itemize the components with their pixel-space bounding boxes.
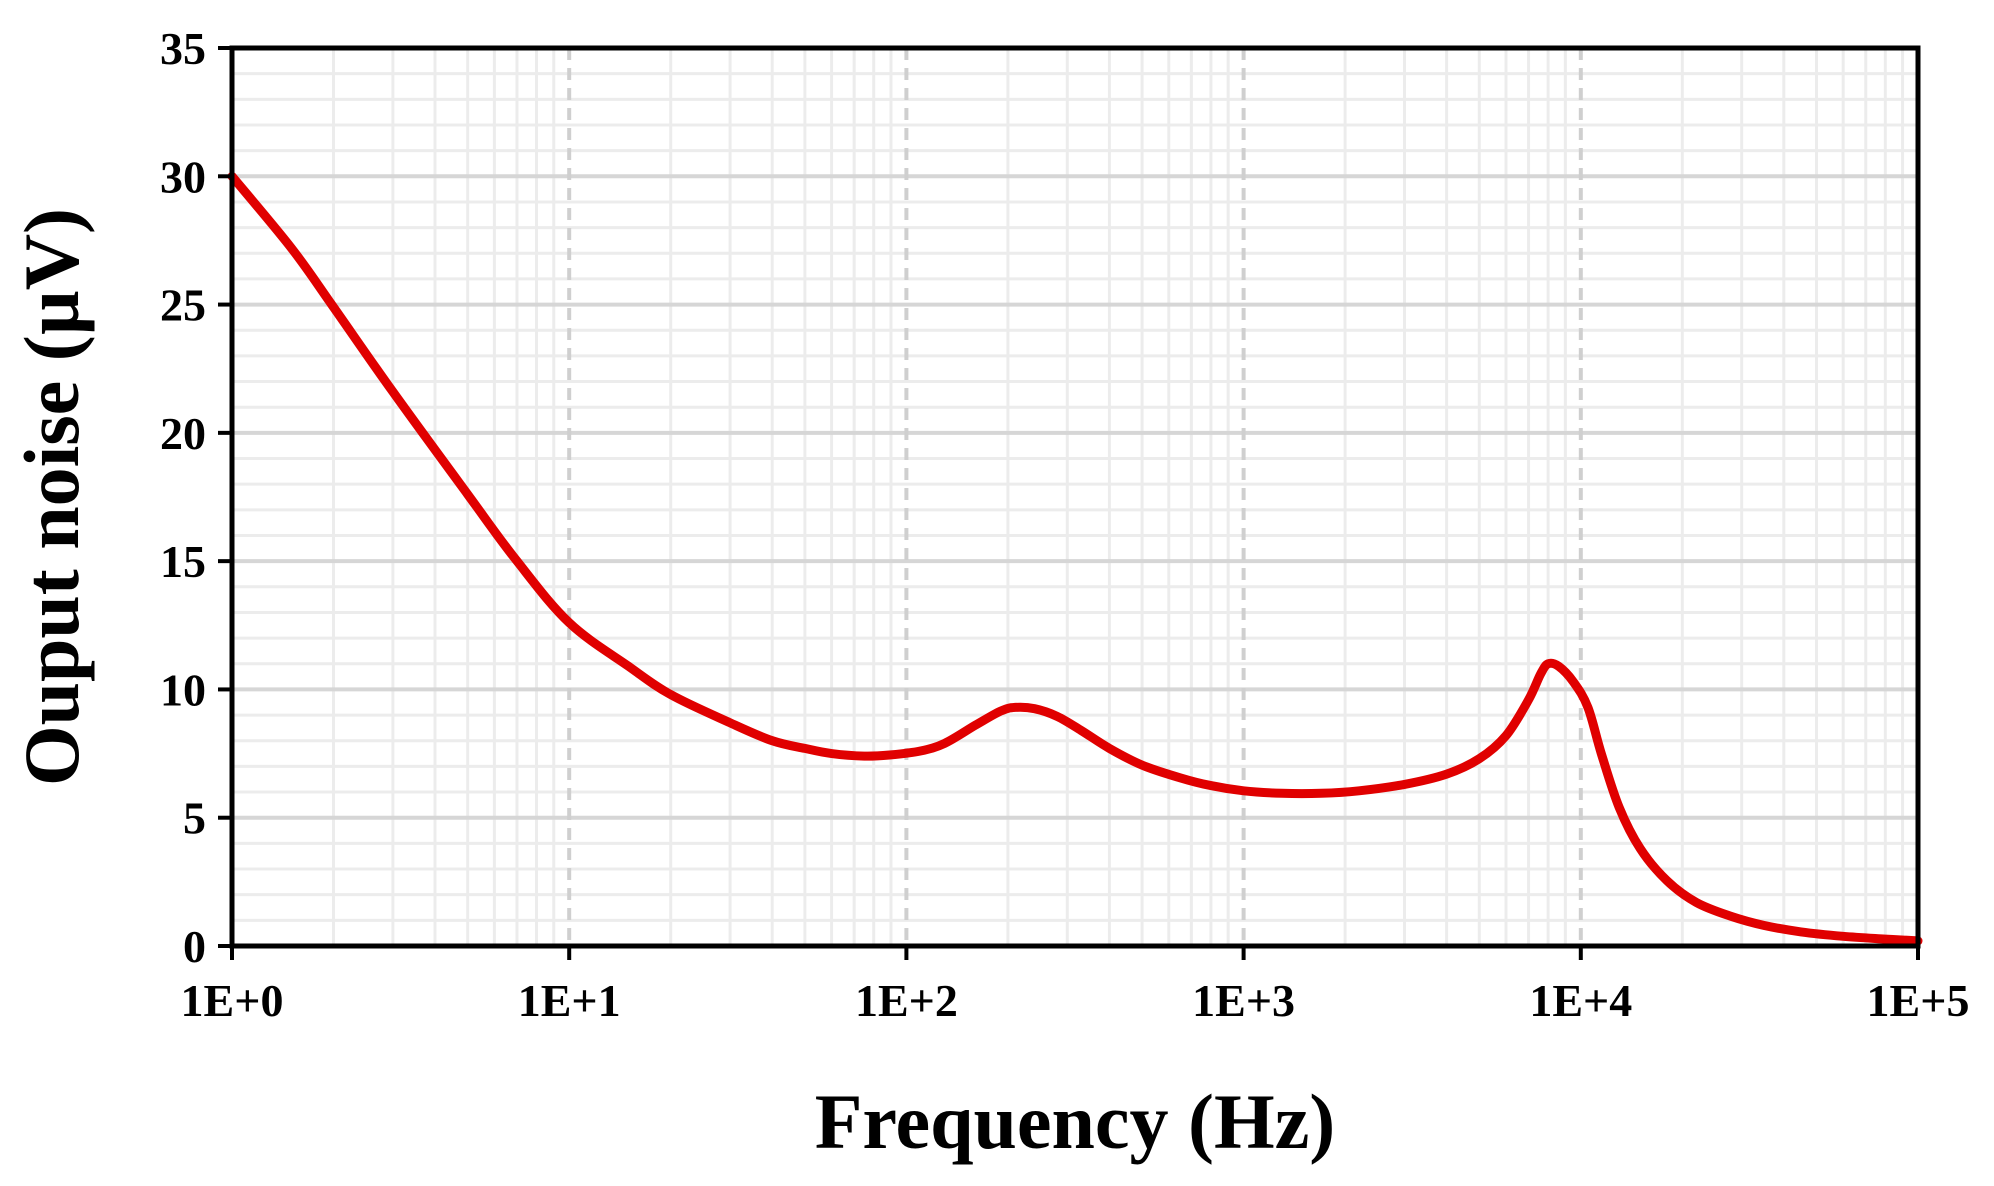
series-line — [227, 171, 1923, 946]
x-axis-title: Frequency (Hz) — [815, 1078, 1336, 1165]
x-tick-label: 1E+2 — [855, 975, 958, 1026]
y-tick-label: 15 — [160, 536, 206, 587]
ticks — [218, 46, 1920, 960]
tick-labels: 0 5 10 15 20 25 30 35 1E+0 1E+1 1E+2 1E+3 1E+4 1E+5 — [160, 23, 1969, 1026]
y-tick-label: 25 — [160, 280, 206, 331]
x-tick-label: 1E+0 — [181, 975, 284, 1026]
plot-area-frame — [229, 45, 1921, 949]
x-tick-label: 1E+4 — [1529, 975, 1632, 1026]
y-tick-label: 35 — [160, 23, 206, 74]
x-tick-label: 1E+3 — [1192, 975, 1295, 1026]
y-axis-title: Ouput noise (µV) — [8, 208, 95, 786]
grid — [230, 46, 1920, 948]
y-tick-label: 20 — [160, 408, 206, 459]
x-tick-label: 1E+5 — [1867, 975, 1970, 1026]
y-tick-label: 10 — [160, 664, 206, 715]
y-tick-label: 5 — [183, 793, 206, 844]
y-tick-label: 0 — [183, 921, 206, 972]
series-layer — [227, 171, 1923, 946]
y-tick-label: 30 — [160, 151, 206, 202]
x-tick-label: 1E+1 — [518, 975, 621, 1026]
